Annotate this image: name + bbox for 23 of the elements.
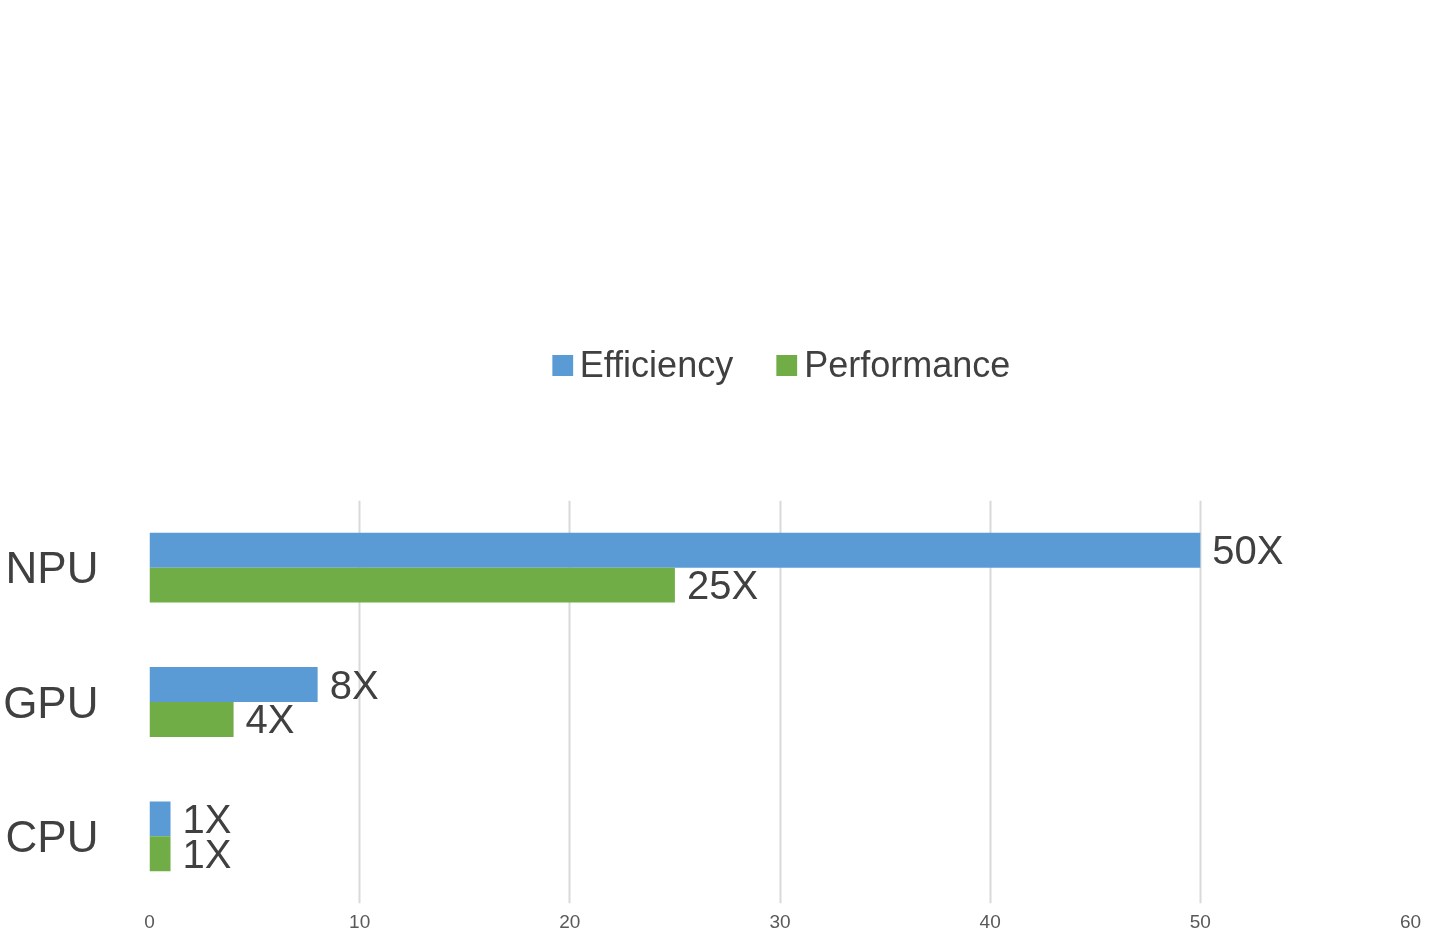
bar	[149, 567, 675, 603]
data-label: 8X	[329, 662, 379, 707]
bar	[149, 667, 318, 702]
bar	[149, 836, 171, 872]
y-tick-label: CPU	[5, 811, 99, 861]
bar	[149, 532, 1201, 568]
x-tick-label: 30	[769, 910, 791, 932]
data-label: 4X	[245, 697, 295, 742]
x-tick-label: 10	[349, 910, 371, 932]
x-tick-label: 50	[1189, 910, 1211, 932]
x-tick-label: 60	[1399, 910, 1422, 932]
x-tick-label: 20	[559, 910, 581, 932]
legend-label: Efficiency	[579, 343, 734, 386]
data-label: 25X	[686, 563, 759, 608]
data-label: 50X	[1212, 528, 1284, 573]
x-tick-label: 40	[979, 910, 1001, 932]
x-tick-label: 0	[144, 910, 155, 932]
legend-label: Performance	[804, 343, 1011, 386]
y-tick-label: NPU	[5, 543, 99, 593]
bar	[149, 702, 234, 737]
bar	[149, 801, 171, 837]
data-label: 1X	[182, 796, 232, 841]
y-tick-label: GPU	[3, 677, 99, 727]
